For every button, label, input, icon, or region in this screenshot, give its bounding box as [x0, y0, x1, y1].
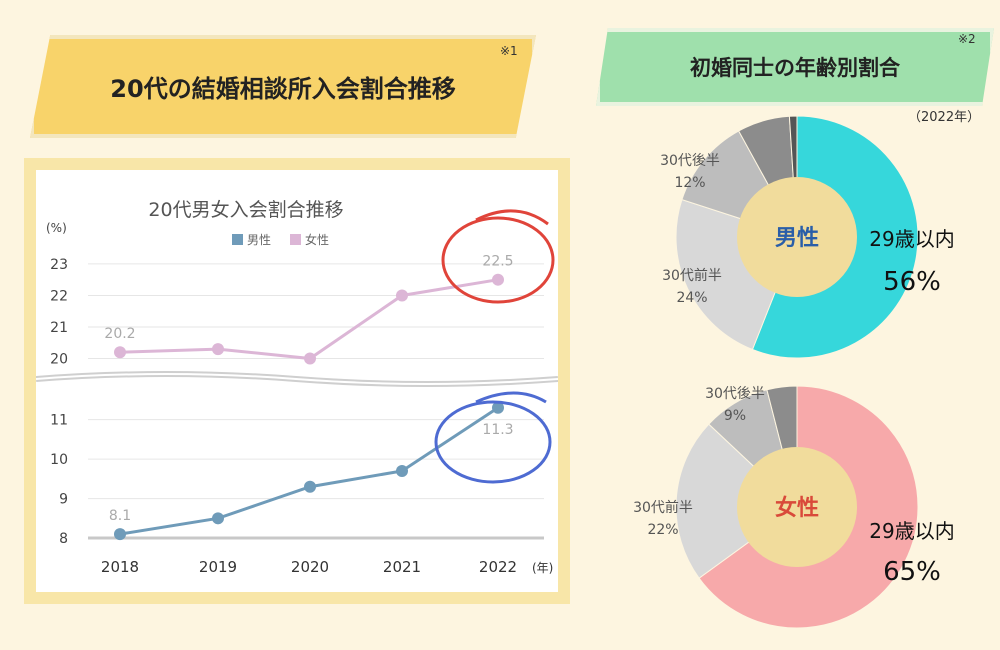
- point-male-2018: [114, 528, 126, 541]
- pie-male-slice-0: [751, 115, 919, 359]
- x-tick-2022: 2022: [479, 558, 517, 576]
- x-tick-2018: 2018: [101, 558, 139, 576]
- x-unit-label: (年): [532, 561, 553, 575]
- pie-male-label-2: 30代後半: [660, 153, 720, 169]
- y-tick-upper-22: 22: [50, 288, 68, 304]
- left-title: 20代の結婚相談所入会割合推移: [110, 75, 456, 103]
- legend-swatch-male: [232, 234, 243, 245]
- point-male-2020: [304, 480, 316, 493]
- y-tick-lower-9: 9: [59, 492, 68, 508]
- point-male-2019: [212, 512, 224, 525]
- line-chart-frame: 20代男女入会割合推移 男性 女性 (%) 20 21 22 23 8 9 10 11 2018 2019…: [24, 158, 570, 604]
- left-footnote-mark: ※1: [500, 44, 518, 58]
- pie-male-center: [737, 177, 857, 297]
- pie-male-value-2: 12%: [674, 175, 705, 191]
- data-label-female-2022: 22.5: [482, 254, 513, 270]
- point-female-2019: [212, 343, 224, 356]
- point-female-2022: [492, 273, 504, 286]
- y-tick-upper-21: 21: [50, 320, 68, 336]
- data-label-male-2018: 8.1: [109, 508, 131, 524]
- pie-female-slice-0: [698, 385, 919, 629]
- pie-male-value-0: 56%: [883, 267, 941, 297]
- point-female-2018: [114, 346, 126, 359]
- y-tick-lower-8: 8: [59, 531, 68, 547]
- legend-label-male: 男性: [247, 233, 271, 247]
- pie-male-slice-2: [681, 130, 799, 238]
- pie-male-label-1: 30代前半: [662, 267, 722, 284]
- pie-male-label-0: 29歳以内: [869, 227, 954, 251]
- pie-female-label-0: 29歳以内: [869, 519, 954, 543]
- x-tick-2020: 2020: [291, 558, 329, 576]
- pie-male-slice-4: [788, 115, 798, 238]
- y-tick-upper-23: 23: [50, 257, 68, 273]
- pie-male-slice-3: [738, 115, 798, 238]
- point-male-2021: [396, 464, 408, 477]
- pie-female-center-label: 女性: [775, 495, 819, 521]
- pie-female-center: [737, 447, 857, 567]
- year-note: （2022年）: [908, 110, 981, 125]
- line-chart-panel: 20代男女入会割合推移 男性 女性 (%) 20 21 22 23 8 9 10 11 2018 2019…: [35, 170, 559, 592]
- left-title-banner: 20代の結婚相談所入会割合推移: [30, 35, 536, 138]
- highlight-stroke-male: [475, 391, 547, 404]
- axis-break-gap: [35, 373, 559, 385]
- line-chart-title: 20代男女入会割合推移: [148, 199, 343, 221]
- highlight-stroke-female: [475, 209, 549, 226]
- y-tick-lower-11: 11: [50, 413, 68, 429]
- y-unit-label: (%): [46, 221, 67, 235]
- series-line-female: [119, 278, 499, 361]
- pie-female-value-1: 22%: [647, 522, 678, 538]
- pie-female-slice-1: [675, 423, 798, 579]
- pie-female-label-2: 30代後半: [705, 386, 765, 402]
- y-tick-upper-20: 20: [50, 352, 68, 368]
- right-title: 初婚同士の年齢別割合: [690, 56, 900, 80]
- pie-male-slice-1: [675, 198, 798, 351]
- y-tick-lower-10: 10: [50, 452, 68, 468]
- pie-female-slice-2: [708, 389, 798, 509]
- pie-female-slice-3: [766, 385, 798, 508]
- x-tick-2021: 2021: [383, 558, 421, 576]
- data-label-male-2022: 11.3: [482, 422, 513, 438]
- pie-female-value-2: 9%: [724, 408, 746, 424]
- right-title-banner: 初婚同士の年齢別割合: [596, 28, 994, 106]
- right-footnote-mark: ※2: [958, 32, 976, 46]
- x-tick-2019: 2019: [199, 558, 237, 576]
- data-label-female-2018: 20.2: [104, 326, 135, 342]
- highlight-circle-female: [441, 216, 555, 304]
- pie-female-label-1: 30代前半: [633, 499, 693, 516]
- highlight-circle-male: [434, 400, 552, 484]
- point-female-2021: [396, 289, 408, 302]
- pie-female-value-0: 65%: [883, 557, 941, 587]
- point-male-2022: [492, 401, 504, 414]
- pie-male-value-1: 24%: [676, 290, 707, 306]
- point-female-2020: [304, 352, 316, 365]
- legend-label-female: 女性: [305, 232, 329, 247]
- legend-swatch-female: [290, 234, 301, 245]
- pie-male-center-label: 男性: [775, 226, 819, 251]
